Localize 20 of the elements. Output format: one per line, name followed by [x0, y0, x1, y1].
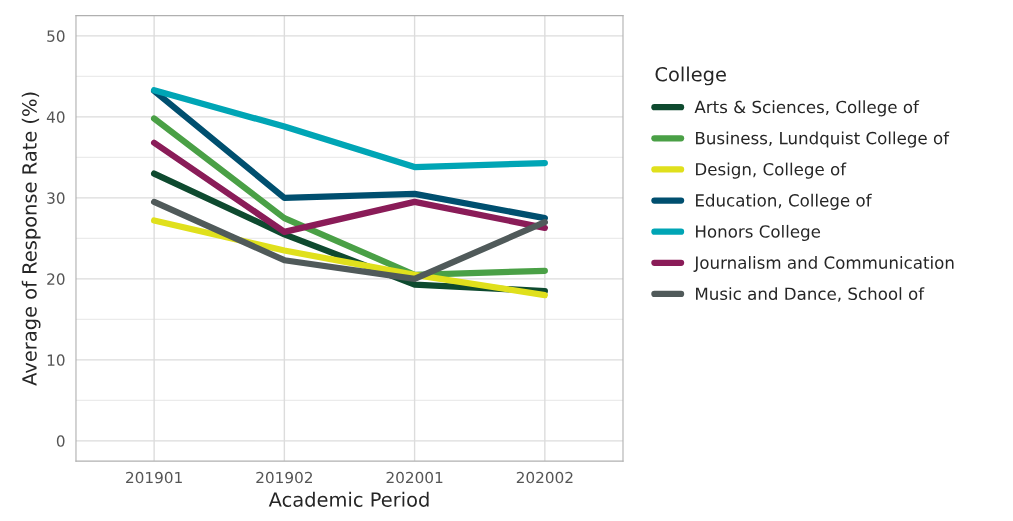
legend-label: Design, College of — [696, 162, 847, 179]
legend-label: Education, College of — [696, 193, 872, 210]
y-tick-label: 50 — [47, 30, 65, 42]
x-tick-label: 201901 — [126, 471, 182, 484]
y-tick-label: 0 — [56, 435, 65, 447]
y-tick-label: 10 — [47, 354, 65, 366]
legend-label: Arts & Sciences, College of — [694, 100, 920, 117]
legend-label: Music and Dance, School of — [696, 287, 925, 302]
y-axis-title: Average of Response Rate (%) — [21, 92, 41, 386]
legend-title: College — [655, 66, 726, 86]
y-tick-label: 40 — [46, 111, 65, 123]
legend-label: Business, Lundquist College of — [696, 131, 950, 148]
x-tick-label: 202002 — [516, 471, 573, 484]
legend-label: Honors College — [696, 224, 821, 242]
x-axis-title: Academic Period — [268, 491, 429, 507]
y-tick-label: 20 — [47, 273, 65, 285]
x-tick-label: 202001 — [386, 471, 443, 484]
legend-label: Journalism and Communication — [693, 256, 954, 273]
x-tick-label: 201902 — [256, 471, 312, 484]
y-tick-label: 30 — [47, 192, 65, 204]
